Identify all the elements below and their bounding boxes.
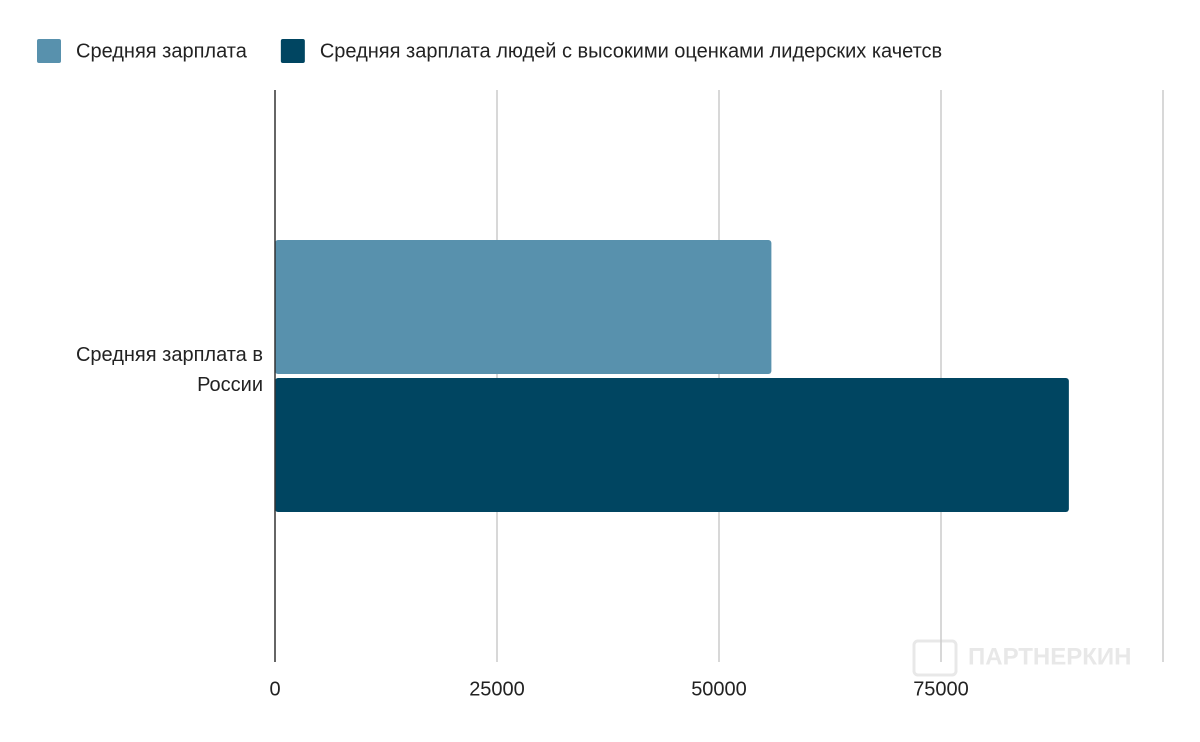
x-tick-label: 25000 xyxy=(469,678,525,700)
watermark: ПАРТНЕРКИН xyxy=(968,643,1132,670)
bar xyxy=(275,240,772,374)
legend-swatch xyxy=(37,39,61,63)
category-label: Средняя зарплата в России xyxy=(75,344,263,396)
x-tick-label: 50000 xyxy=(691,678,747,700)
legend-label: Средняя зарплата xyxy=(76,40,248,62)
legend-swatch xyxy=(280,39,305,63)
watermark-icon xyxy=(912,639,958,677)
bar xyxy=(275,378,1069,512)
x-tick-label: 75000 xyxy=(913,678,969,700)
legend-label: Средняя зарплата людей с высокими оценка… xyxy=(320,40,942,62)
x-tick-label: 0 xyxy=(269,678,280,700)
